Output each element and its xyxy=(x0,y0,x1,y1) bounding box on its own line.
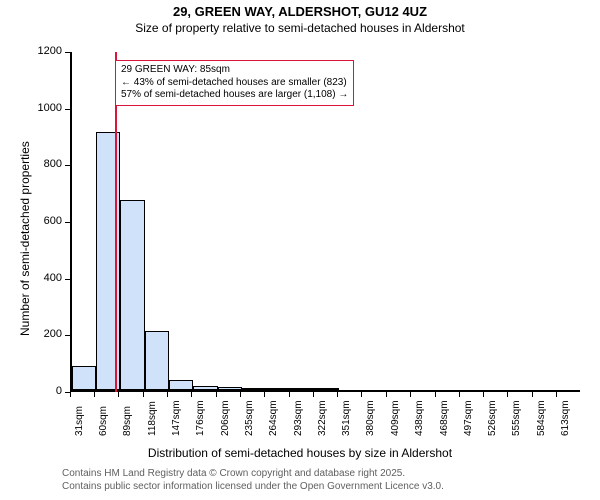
x-tick-label: 584sqm xyxy=(536,400,547,436)
x-tick xyxy=(459,392,460,397)
x-tick xyxy=(313,392,314,397)
x-tick-label: 409sqm xyxy=(390,400,401,436)
x-tick xyxy=(386,392,387,397)
x-tick xyxy=(94,392,95,397)
title-block: 29, GREEN WAY, ALDERSHOT, GU12 4UZ Size … xyxy=(0,4,600,36)
y-tick-label: 1000 xyxy=(0,102,62,114)
x-tick xyxy=(240,392,241,397)
x-tick xyxy=(337,392,338,397)
annotation-line: 29 GREEN WAY: 85sqm xyxy=(121,64,348,77)
chart-wrapper: 29, GREEN WAY, ALDERSHOT, GU12 4UZ Size … xyxy=(0,0,600,500)
annotation-line: 57% of semi-detached houses are larger (… xyxy=(121,89,348,102)
x-tick xyxy=(191,392,192,397)
histogram-bar xyxy=(218,387,242,390)
histogram-bar xyxy=(169,380,193,390)
histogram-bar xyxy=(193,386,218,390)
x-tick-label: 60sqm xyxy=(98,406,109,436)
y-axis-title: Number of semi-detached properties xyxy=(18,141,32,336)
x-tick-label: 526sqm xyxy=(487,400,498,436)
histogram-bar xyxy=(315,388,339,390)
x-tick-label: 206sqm xyxy=(220,400,231,436)
x-tick-label: 322sqm xyxy=(317,400,328,436)
x-tick-label: 438sqm xyxy=(414,400,425,436)
y-tick-label: 600 xyxy=(0,215,62,227)
x-tick xyxy=(507,392,508,397)
x-tick xyxy=(167,392,168,397)
x-tick-label: 613sqm xyxy=(560,400,571,436)
x-tick xyxy=(532,392,533,397)
histogram-bar xyxy=(120,200,144,390)
y-tick xyxy=(65,52,70,53)
chart-title: 29, GREEN WAY, ALDERSHOT, GU12 4UZ xyxy=(0,4,600,21)
x-tick xyxy=(70,392,71,397)
x-tick-label: 264sqm xyxy=(268,400,279,436)
y-tick xyxy=(65,109,70,110)
x-tick xyxy=(118,392,119,397)
histogram-bar xyxy=(242,388,266,390)
y-tick xyxy=(65,335,70,336)
y-tick xyxy=(65,165,70,166)
footer-text: Contains HM Land Registry data © Crown c… xyxy=(62,468,444,493)
y-tick-label: 400 xyxy=(0,272,62,284)
x-tick xyxy=(216,392,217,397)
footer-line-1: Contains HM Land Registry data © Crown c… xyxy=(62,468,444,481)
x-tick xyxy=(410,392,411,397)
histogram-bar xyxy=(266,388,290,390)
x-tick-label: 31sqm xyxy=(74,406,85,436)
histogram-bar xyxy=(291,388,315,390)
x-tick-label: 235sqm xyxy=(244,400,255,436)
x-tick xyxy=(143,392,144,397)
annotation-box: 29 GREEN WAY: 85sqm← 43% of semi-detache… xyxy=(115,60,354,106)
y-tick-label: 1200 xyxy=(0,45,62,57)
x-tick xyxy=(264,392,265,397)
histogram-bar xyxy=(145,331,169,391)
y-tick xyxy=(65,222,70,223)
x-tick-label: 89sqm xyxy=(122,406,133,436)
x-tick xyxy=(556,392,557,397)
y-tick-label: 800 xyxy=(0,158,62,170)
x-tick xyxy=(289,392,290,397)
y-tick xyxy=(65,279,70,280)
x-tick-label: 380sqm xyxy=(365,400,376,436)
x-tick-label: 468sqm xyxy=(439,400,450,436)
chart-subtitle: Size of property relative to semi-detach… xyxy=(0,21,600,37)
y-tick-label: 200 xyxy=(0,328,62,340)
x-tick xyxy=(435,392,436,397)
x-tick xyxy=(483,392,484,397)
x-tick-label: 118sqm xyxy=(147,401,158,436)
x-tick-label: 497sqm xyxy=(463,400,474,436)
x-tick xyxy=(361,392,362,397)
x-axis-title: Distribution of semi-detached houses by … xyxy=(0,446,600,460)
x-tick-label: 293sqm xyxy=(293,400,304,436)
annotation-line: ← 43% of semi-detached houses are smalle… xyxy=(121,77,348,90)
y-tick-label: 0 xyxy=(0,385,62,397)
x-tick-label: 351sqm xyxy=(341,400,352,436)
x-tick-label: 555sqm xyxy=(511,400,522,436)
x-tick-label: 147sqm xyxy=(171,400,182,436)
footer-line-2: Contains public sector information licen… xyxy=(62,481,444,494)
x-tick-label: 176sqm xyxy=(195,400,206,436)
histogram-bar xyxy=(72,366,96,390)
